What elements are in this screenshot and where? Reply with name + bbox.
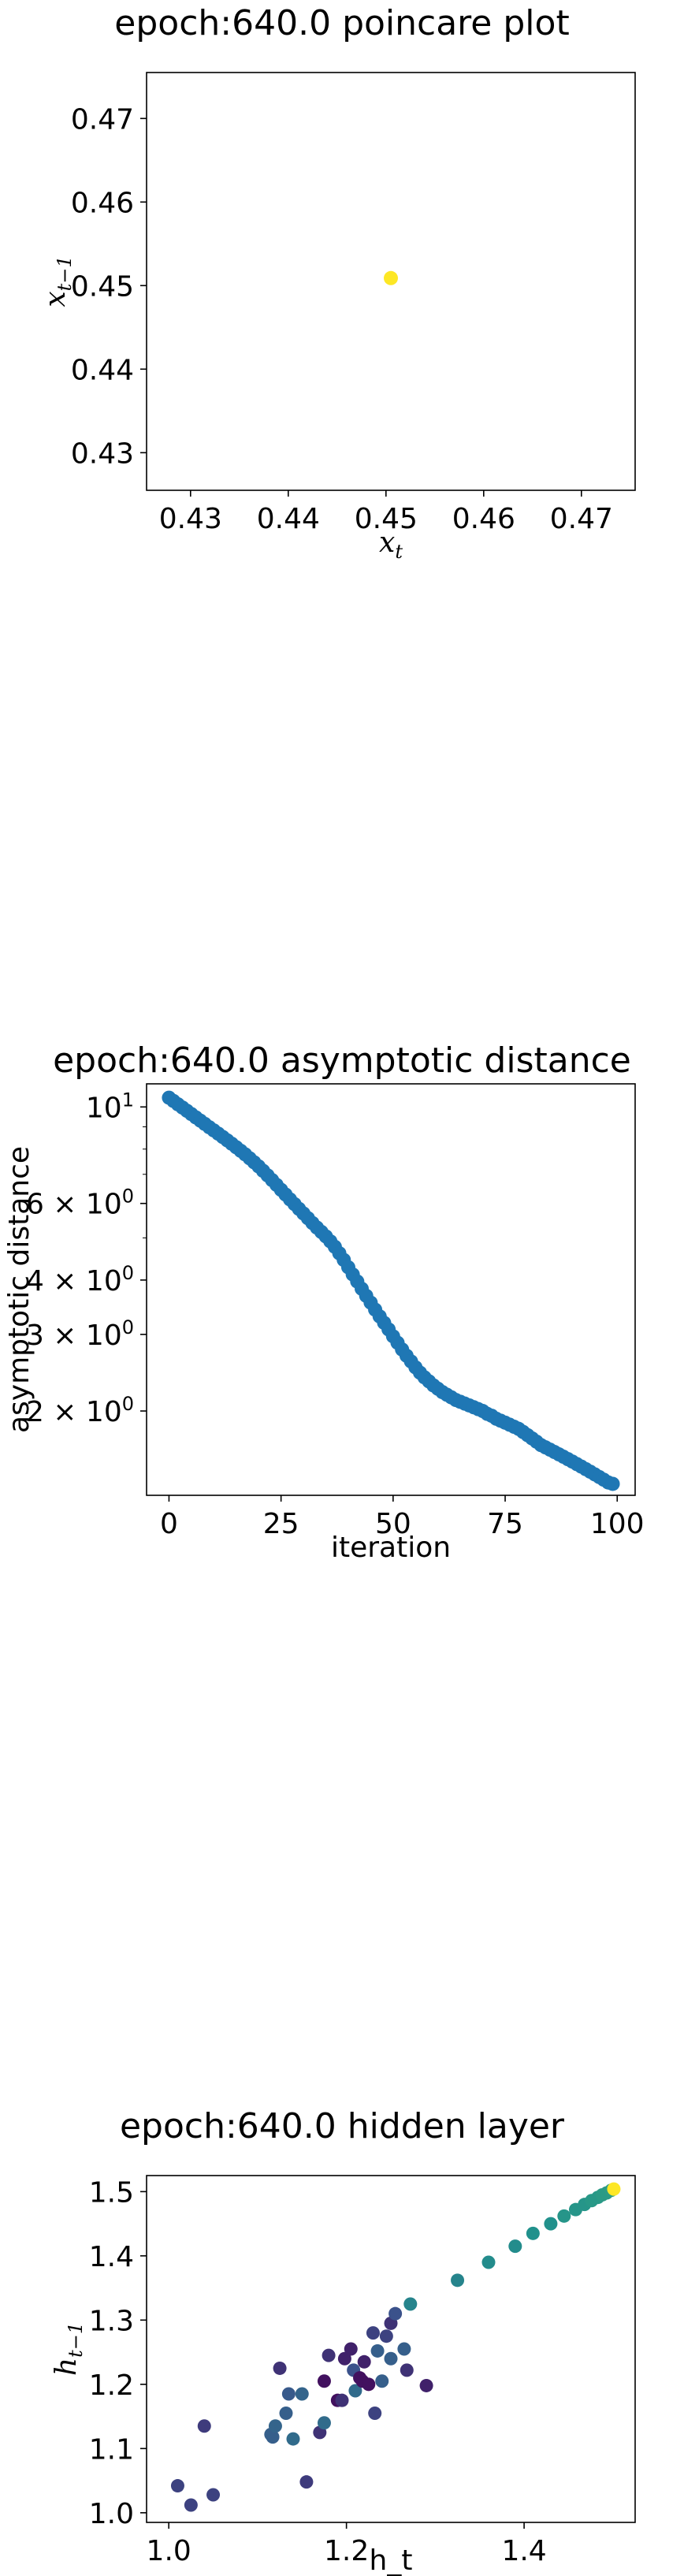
asymptotic-y-ticks: 101 6 × 100 4 × 100 3 × 100 2 × 100 — [26, 1089, 147, 1428]
x-tick-label: 0.43 — [159, 503, 222, 535]
data-point — [400, 2363, 414, 2377]
data-point — [419, 2378, 433, 2392]
data-point — [508, 2239, 522, 2254]
y-tick-label: 0.44 — [71, 354, 134, 386]
poincare-y-ticks: 0.43 0.44 0.45 0.46 0.47 — [71, 103, 147, 470]
hidden-y-axis-label: ht−1 — [50, 2322, 87, 2376]
x-tick-label: 0.47 — [550, 503, 613, 535]
data-point — [286, 2432, 300, 2446]
data-point — [379, 2329, 393, 2343]
data-point — [295, 2387, 309, 2401]
data-point — [279, 2406, 293, 2420]
x-tick-label: 1.0 — [147, 2535, 191, 2567]
hidden-y-ticks: 1.0 1.1 1.2 1.3 1.4 1.5 — [89, 2176, 147, 2530]
y-tick-label: 101 — [86, 1089, 134, 1124]
y-tick-label: 1.5 — [89, 2176, 134, 2209]
data-point — [184, 2498, 198, 2512]
poincare-plot-frame — [146, 72, 636, 491]
data-point — [607, 2182, 621, 2196]
data-point — [299, 2475, 314, 2489]
hidden-layer-plot: epoch:640.0 hidden layer 1.0 1.2 1.4 1.01.… — [50, 2106, 636, 2576]
data-point — [335, 2393, 349, 2407]
x-tick-label: 0.45 — [355, 503, 418, 535]
data-point — [366, 2326, 380, 2340]
x-tick-label: 25 — [263, 1508, 299, 1540]
data-point — [268, 2419, 282, 2433]
svg-text:asymptotic distance: asymptotic distance — [3, 1146, 35, 1433]
hidden-layer-title: epoch:640.0 hidden layer — [120, 2106, 565, 2146]
data-point — [388, 2306, 403, 2321]
data-point — [375, 2374, 389, 2388]
data-point — [403, 2297, 418, 2311]
poincare-plot: epoch:640.0 poincare plot 0.43 0.44 0.45 0.… — [39, 3, 636, 563]
x-tick-label: 100 — [590, 1508, 645, 1540]
data-point — [362, 2377, 376, 2392]
hidden-points — [170, 2182, 621, 2512]
data-point — [206, 2488, 221, 2502]
data-point — [370, 2343, 385, 2358]
data-point — [481, 2255, 496, 2269]
y-tick-label: 1.4 — [89, 2241, 134, 2273]
data-point — [322, 2348, 336, 2362]
data-point — [384, 270, 398, 285]
data-point — [605, 1476, 620, 1491]
asymptotic-y-axis-label: asymptotic distance — [3, 1146, 35, 1433]
poincare-x-ticks: 0.43 0.44 0.45 0.46 0.47 — [159, 490, 613, 535]
asymptotic-distance-frame — [146, 1083, 636, 1496]
asymptotic-x-axis-label: iteration — [331, 1532, 451, 1564]
x-tick-label: 1.2 — [324, 2535, 369, 2567]
hidden-x-axis-label: h_t — [370, 2544, 413, 2576]
y-tick-label: 6 × 100 — [26, 1186, 134, 1221]
asymptotic-minor-ticks — [143, 1126, 147, 1238]
x-tick-label: 50 — [375, 1508, 411, 1540]
asymptotic-points — [162, 1090, 620, 1491]
data-point — [317, 2416, 331, 2430]
poincare-plot-title: epoch:640.0 poincare plot — [114, 3, 569, 43]
data-point — [337, 2351, 351, 2366]
y-tick-label: 2 × 100 — [26, 1393, 134, 1428]
x-tick-label: 1.4 — [501, 2535, 546, 2567]
data-point — [281, 2387, 296, 2401]
svg-text:ht−1: ht−1 — [50, 2322, 87, 2376]
data-point — [273, 2361, 287, 2375]
data-point — [344, 2342, 358, 2356]
poincare-points — [384, 270, 398, 285]
y-tick-label: 0.43 — [71, 437, 134, 470]
y-tick-label: 0.47 — [71, 103, 134, 136]
asymptotic-x-ticks: 0 25 50 75 100 — [160, 1495, 645, 1540]
poincare-y-axis-label: xt−1 — [39, 255, 76, 307]
y-tick-label: 1.2 — [89, 2369, 134, 2402]
y-tick-label: 0.45 — [71, 270, 134, 303]
y-tick-label: 1.3 — [89, 2305, 134, 2337]
y-tick-label: 0.46 — [71, 187, 134, 219]
hidden-x-ticks: 1.0 1.2 1.4 — [147, 2522, 547, 2567]
data-point — [317, 2374, 331, 2388]
data-point — [544, 2217, 558, 2231]
data-point — [357, 2355, 371, 2369]
data-point — [557, 2209, 571, 2223]
x-tick-label: 0.46 — [452, 503, 515, 535]
data-point — [266, 2430, 280, 2444]
data-point — [384, 2351, 398, 2366]
y-tick-label: 4 × 100 — [26, 1262, 134, 1297]
x-tick-label: 75 — [487, 1508, 523, 1540]
data-point — [197, 2419, 211, 2433]
x-tick-label: 0 — [160, 1508, 178, 1540]
y-tick-label: 3 × 100 — [26, 1316, 134, 1352]
y-tick-label: 1.0 — [89, 2498, 134, 2530]
svg-text:xt−1: xt−1 — [39, 255, 76, 307]
y-tick-label: 1.1 — [89, 2433, 134, 2466]
data-point — [348, 2384, 362, 2398]
data-point — [526, 2226, 540, 2240]
data-point — [451, 2273, 465, 2288]
x-tick-label: 0.44 — [257, 503, 320, 535]
hidden-layer-frame — [146, 2175, 636, 2523]
data-point — [397, 2342, 411, 2356]
asymptotic-distance-title: epoch:640.0 asymptotic distance — [53, 1040, 631, 1081]
data-point — [368, 2406, 382, 2420]
asymptotic-distance-plot: epoch:640.0 asymptotic distance 0 25 50 75 1… — [3, 1040, 645, 1564]
data-point — [170, 2479, 184, 2493]
